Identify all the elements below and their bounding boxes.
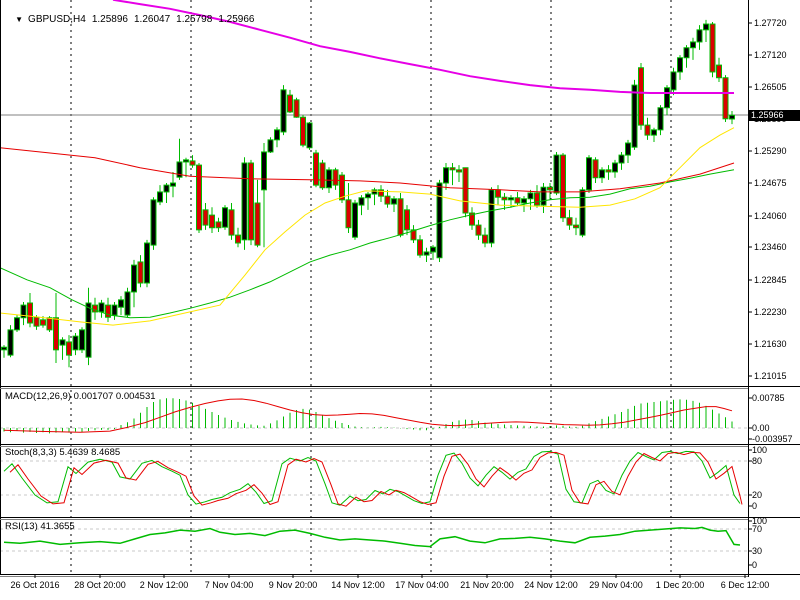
price-axis-label: 1.23460 [754,242,787,252]
candlestick-series [1,19,735,368]
time-axis-label: 29 Nov 04:00 [589,580,643,590]
stochastic-scale-label: 0 [752,501,758,511]
time-axis-label: 6 Dec 12:00 [720,580,770,590]
ohlc-close: 1.25966 [218,14,255,25]
time-axis-label: 7 Nov 04:00 [204,580,254,590]
rsi-scale-label: 0 [752,560,758,570]
macd-histogram [3,398,733,434]
current-price-tag: 1.25966 [748,110,800,121]
price-axis-label: 1.27120 [754,50,787,60]
stochastic-scale-label: 20 [752,490,763,500]
time-axis-label: 2 Nov 12:00 [139,580,189,590]
time-axis-label: 24 Nov 12:00 [524,580,578,590]
time-axis-label: 26 Oct 2016 [10,580,60,590]
time-axis-label: 1 Dec 20:00 [655,580,705,590]
price-axis-label: 1.22230 [754,307,787,317]
ohlc-open: 1.25896 [91,14,128,25]
stochastic-scale-label: 100 [752,445,768,455]
time-axis-label: 17 Nov 04:00 [395,580,449,590]
price-axis-label: 1.21015 [754,371,787,381]
ma-slow-green [0,169,735,319]
ma-fast-yellow [0,127,735,326]
stochastic-lines [3,450,743,507]
price-axis-label: 1.27720 [754,18,787,28]
price-axis-label: 1.24060 [754,211,787,221]
symbol-period-label: GBPUSD,H4 [28,14,86,25]
stochastic-scale-label: 80 [752,456,763,466]
price-axis-label: 1.26505 [754,82,787,92]
time-axis-label: 21 Nov 20:00 [460,580,514,590]
time-axis-label: 14 Nov 12:00 [331,580,385,590]
macd-scale-label: 0.00785 [752,393,785,403]
price-axis-label: 1.22845 [754,275,787,285]
macd-indicator-label: MACD(12,26,9) 0.001707 0.004531 [5,391,156,402]
ma-mid-red [0,147,735,193]
macd-signal-line [3,398,733,433]
ohlc-high: 1.26047 [134,14,171,25]
ma-200-magenta [112,0,734,94]
price-axis-label: 1.21630 [754,339,787,349]
time-axis-label: 9 Nov 20:00 [268,580,318,590]
rsi-scale-label: 100 [752,516,768,526]
ohlc-low: 1.25798 [176,14,213,25]
macd-scale-label: 0.00 [752,423,770,433]
moving-averages [0,0,735,326]
chart-title: ▼ GBPUSD,H4 1.25896 1.26047 1.25798 1.25966 [4,3,254,36]
rsi-indicator-label: RSI(13) 41.3655 [5,521,75,532]
collapse-arrow-icon[interactable]: ▼ [15,15,24,24]
rsi-line [3,526,741,548]
macd-scale-label: -0.003957 [752,434,793,444]
price-axis-label: 1.25290 [754,146,787,156]
rsi-scale-label: 30 [752,546,763,556]
period-separators [70,0,672,574]
time-axis-label: 28 Oct 20:00 [74,580,126,590]
stochastic-indicator-label: Stoch(8,3,3) 5.4639 8.4685 [5,447,121,458]
axis-ticks [34,22,752,578]
panel-borders [0,0,800,577]
rsi-scale-label: 70 [752,524,763,534]
price-axis-label: 1.24675 [754,178,787,188]
